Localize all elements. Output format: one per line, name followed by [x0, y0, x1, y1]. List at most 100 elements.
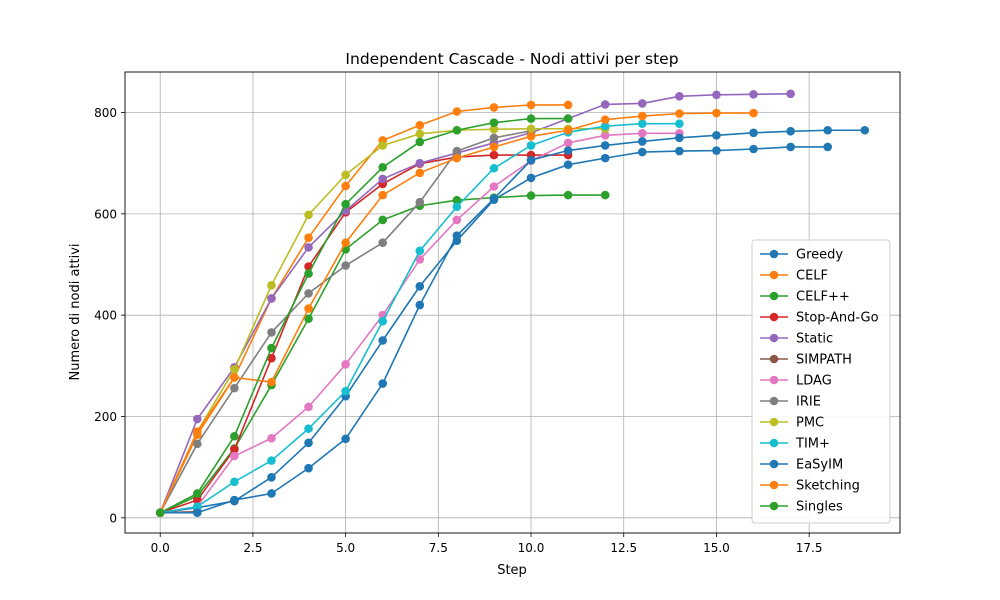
y-tick-label: 400 [94, 309, 117, 323]
data-point [378, 379, 388, 388]
data-point [415, 300, 425, 310]
plot-frame [124, 71, 901, 534]
data-point [378, 162, 388, 172]
data-point [415, 129, 425, 139]
data-point [452, 195, 462, 205]
data-point [749, 128, 758, 138]
data-point [452, 153, 462, 163]
data-point [600, 115, 610, 124]
legend: Greedy CELF CELF++ Stop-And-Go Static SIMPATH… [751, 239, 891, 524]
legend-label: SIMPATH [796, 353, 852, 368]
y-tick-label: 800 [94, 106, 117, 120]
legend-swatch-marker [769, 501, 779, 511]
data-point [304, 242, 313, 252]
x-axis-label: Step [497, 563, 527, 578]
data-point [452, 125, 462, 135]
legend-label: PMC [796, 416, 824, 431]
data-point [267, 377, 276, 387]
data-point [675, 119, 684, 128]
axes: 0.0 2.5 5.0 7.5 10.0 12.5 15.0 17.5 0 200 400 600 80… [94, 71, 901, 555]
data-point [230, 365, 239, 374]
data-point [563, 160, 573, 170]
data-point [675, 92, 684, 101]
legend-swatch-marker [769, 396, 779, 406]
data-point [600, 100, 610, 109]
data-point [452, 231, 462, 240]
legend-item: EaSyIM [760, 458, 843, 473]
series-line [159, 154, 569, 514]
data-point [304, 289, 313, 298]
data-point [786, 142, 795, 152]
legend-item: Static [760, 332, 833, 347]
data-point [267, 343, 276, 353]
data-point [193, 427, 202, 436]
data-point [452, 107, 462, 116]
data-point [675, 109, 684, 118]
data-point [489, 182, 499, 191]
data-point [415, 281, 425, 291]
data-point [489, 163, 499, 173]
data-point [304, 210, 313, 220]
data-point [415, 255, 425, 264]
data-point [637, 111, 647, 121]
data-point [823, 142, 832, 152]
legend-label: EaSyIM [796, 458, 843, 473]
data-point [193, 439, 202, 449]
y-axis-label: Numero di nodi attivi [68, 243, 83, 380]
series-singles [155, 114, 573, 518]
data-point [563, 100, 573, 110]
series-pmc [155, 124, 610, 518]
legend-label: CELF [796, 269, 828, 284]
legend-swatch-marker [769, 459, 779, 469]
data-point [341, 199, 350, 209]
data-point [378, 316, 388, 326]
x-tick-label: 10.0 [518, 541, 545, 555]
data-point [304, 424, 313, 433]
legend-item: SIMPATH [760, 353, 852, 368]
y-tick-label: 600 [94, 207, 117, 221]
data-point [749, 108, 758, 118]
x-tick-label: 2.5 [243, 541, 262, 555]
legend-item: TIM+ [760, 437, 830, 452]
data-point [341, 238, 350, 248]
data-point [341, 170, 350, 180]
data-point [675, 133, 684, 143]
data-point [526, 155, 536, 165]
legend-swatch-marker [769, 354, 779, 364]
data-point [378, 215, 388, 225]
legend-item: LDAG [760, 374, 832, 389]
data-point [563, 138, 573, 148]
legend-swatch-marker [769, 438, 779, 448]
legend-item: PMC [760, 416, 824, 431]
data-point [637, 119, 647, 128]
data-point [193, 508, 202, 518]
data-point [489, 194, 499, 203]
data-point [637, 99, 647, 108]
y-tick-label: 0 [109, 511, 117, 525]
data-point [341, 261, 350, 270]
legend-item: CELF++ [760, 290, 850, 305]
data-point [193, 489, 202, 498]
plot-area [155, 89, 870, 518]
data-point [600, 121, 610, 131]
data-point [378, 141, 388, 150]
data-point [267, 353, 276, 363]
data-point [230, 495, 239, 505]
data-point [712, 131, 721, 140]
data-point [600, 141, 610, 150]
data-point [304, 269, 313, 278]
legend-swatch-marker [769, 333, 779, 343]
data-point [452, 202, 462, 212]
data-point [155, 508, 165, 518]
data-point [712, 90, 721, 100]
data-point [304, 314, 313, 324]
legend-swatch-marker [769, 291, 779, 301]
x-tick-label: 15.0 [703, 541, 730, 555]
data-point [600, 190, 610, 200]
data-point [712, 146, 721, 155]
data-point [230, 451, 239, 461]
data-point [304, 438, 313, 448]
series-line [160, 129, 865, 514]
legend-item: Greedy [760, 248, 843, 263]
